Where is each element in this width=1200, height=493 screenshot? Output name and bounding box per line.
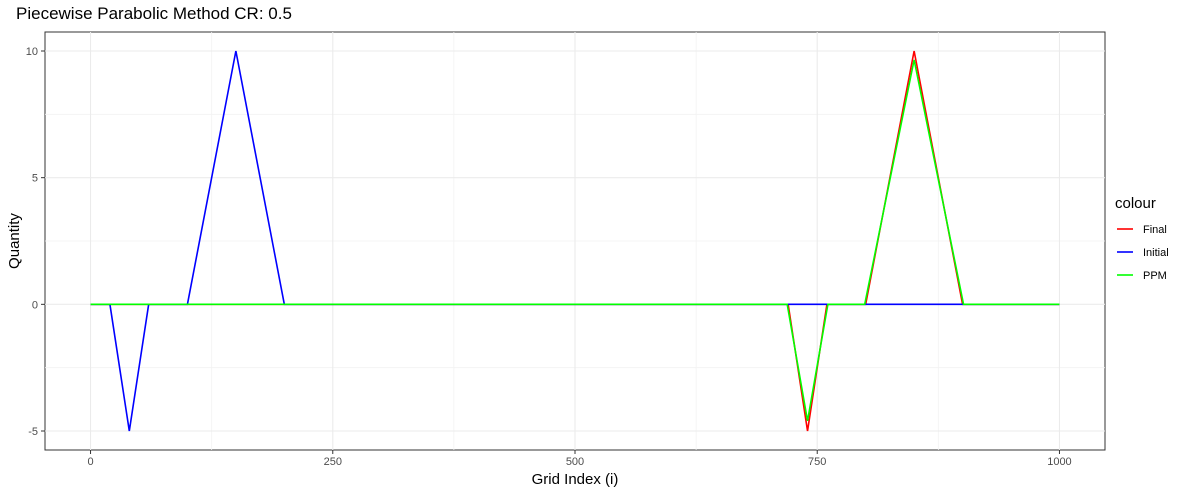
- y-axis-label: Quantity: [6, 213, 23, 269]
- chart-title: Piecewise Parabolic Method CR: 0.5: [16, 4, 292, 23]
- x-axis-label: Grid Index (i): [532, 471, 619, 488]
- y-tick-label: 10: [26, 46, 38, 58]
- x-axis: 0 250 500 750 1000: [87, 450, 1072, 468]
- legend-label-final: Final: [1143, 224, 1167, 236]
- y-tick-label: 0: [32, 299, 38, 311]
- x-tick-label: 250: [324, 456, 342, 468]
- series-line-ppm: [90, 59, 1060, 422]
- x-tick-label: 750: [808, 456, 826, 468]
- legend-label-initial: Initial: [1143, 247, 1169, 259]
- x-tick-label: 1000: [1047, 456, 1071, 468]
- x-tick-label: 0: [87, 456, 93, 468]
- series-lines: [90, 50, 1060, 432]
- legend-label-ppm: PPM: [1143, 270, 1167, 282]
- y-axis: -5 0 5 10: [26, 46, 45, 438]
- y-tick-label: 5: [32, 173, 38, 185]
- x-tick-label: 500: [566, 456, 584, 468]
- legend-title: colour: [1115, 195, 1156, 212]
- legend: colour Final Initial PPM: [1115, 195, 1169, 282]
- y-tick-label: -5: [28, 426, 38, 438]
